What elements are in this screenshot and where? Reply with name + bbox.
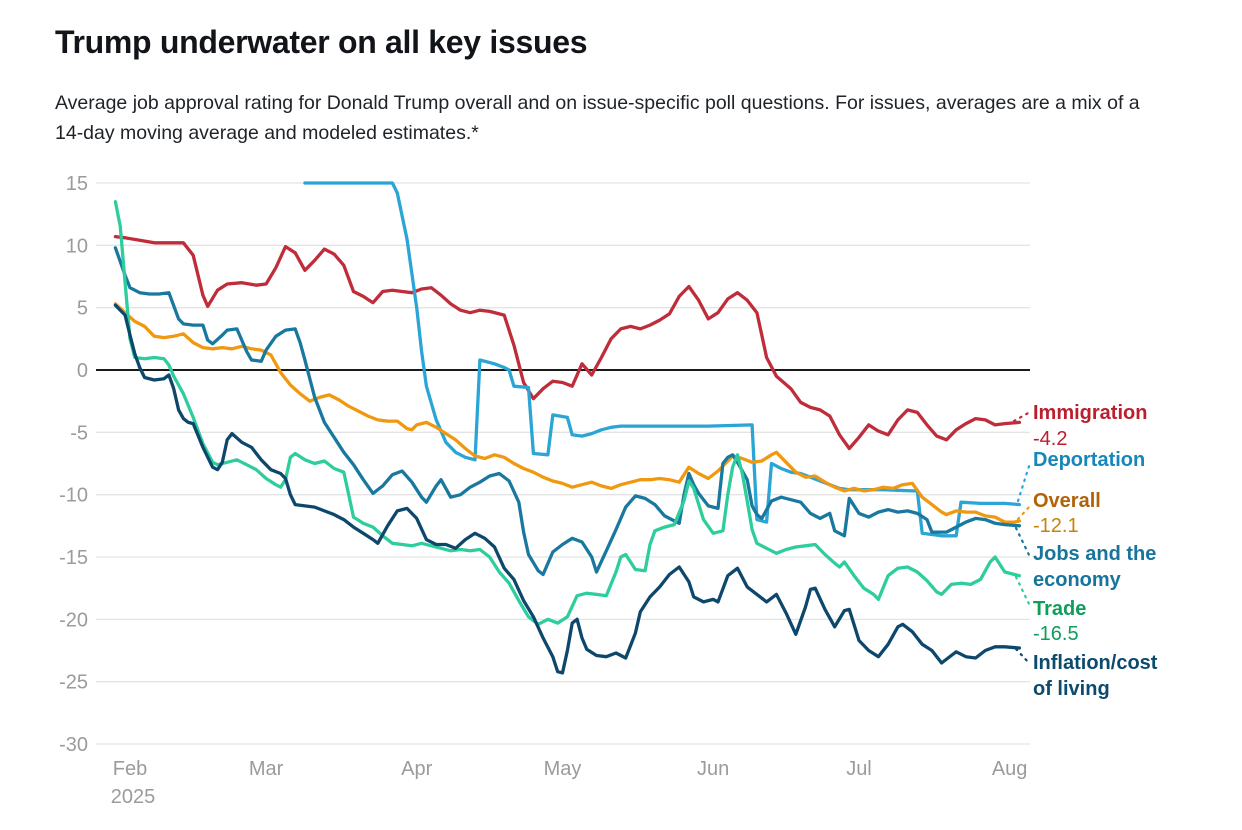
series-end-value-immigration: -4.2 [1033,428,1068,450]
series-end-value-overall: -12.1 [1033,515,1079,537]
series-label-trade: Trade [1033,598,1087,620]
y-tick-label-15: 15 [66,173,88,195]
series-label-deportation: Deportation [1033,449,1146,471]
series-end-value-trade: -16.5 [1033,623,1079,645]
series-label-overall: Overall [1033,490,1101,512]
leader-line-jobs-and-the-economy [1014,526,1032,559]
series-line-overall [113,302,1022,524]
series-label-inflation-cost-of-living: Inflation/cost [1033,652,1158,674]
y-tick-label--30: -30 [59,734,88,756]
y-tick-label--20: -20 [59,609,88,631]
y-tick-label--5: -5 [70,422,88,444]
y-tick-label--25: -25 [59,672,88,694]
x-tick-label-aug: Aug [992,758,1028,780]
chart-title: Trump underwater on all key issues [55,24,588,60]
series-label-inflation-cost-of-living-line2: of living [1033,678,1110,700]
x-tick-label-jun: Jun [697,758,729,780]
y-tick-label-10: 10 [66,235,88,257]
series-line-jobs-and-the-economy [113,246,1022,577]
series-line-inflation-cost-of-living [113,303,1022,675]
x-tick-label-may: May [544,758,582,780]
x-tick-label-jul: Jul [846,758,872,780]
y-tick-label-0: 0 [77,360,88,382]
y-tick-label--15: -15 [59,547,88,569]
series-label-jobs-and-the-economy-line2: economy [1033,569,1121,591]
leader-line-overall [1016,504,1032,521]
series-label-jobs-and-the-economy: Jobs and the [1033,543,1157,565]
series-label-immigration: Immigration [1033,402,1148,424]
leader-line-immigration [1012,410,1032,423]
x-tick-label-feb: Feb [113,758,147,780]
x-tick-sublabel-2025: 2025 [111,786,156,808]
leader-line-deportation [1016,461,1032,503]
x-tick-label-apr: Apr [401,758,432,780]
series-line-immigration [113,234,1022,451]
x-tick-label-mar: Mar [249,758,284,780]
series-line-deportation [303,181,1022,538]
leader-line-trade [1014,575,1032,608]
y-tick-label--10: -10 [59,485,88,507]
chart-subtitle: Average job approval rating for Donald T… [55,92,1140,144]
y-tick-label-5: 5 [77,298,88,320]
leader-line-inflation-cost-of-living [1014,647,1032,666]
series-line-trade [113,200,1022,626]
